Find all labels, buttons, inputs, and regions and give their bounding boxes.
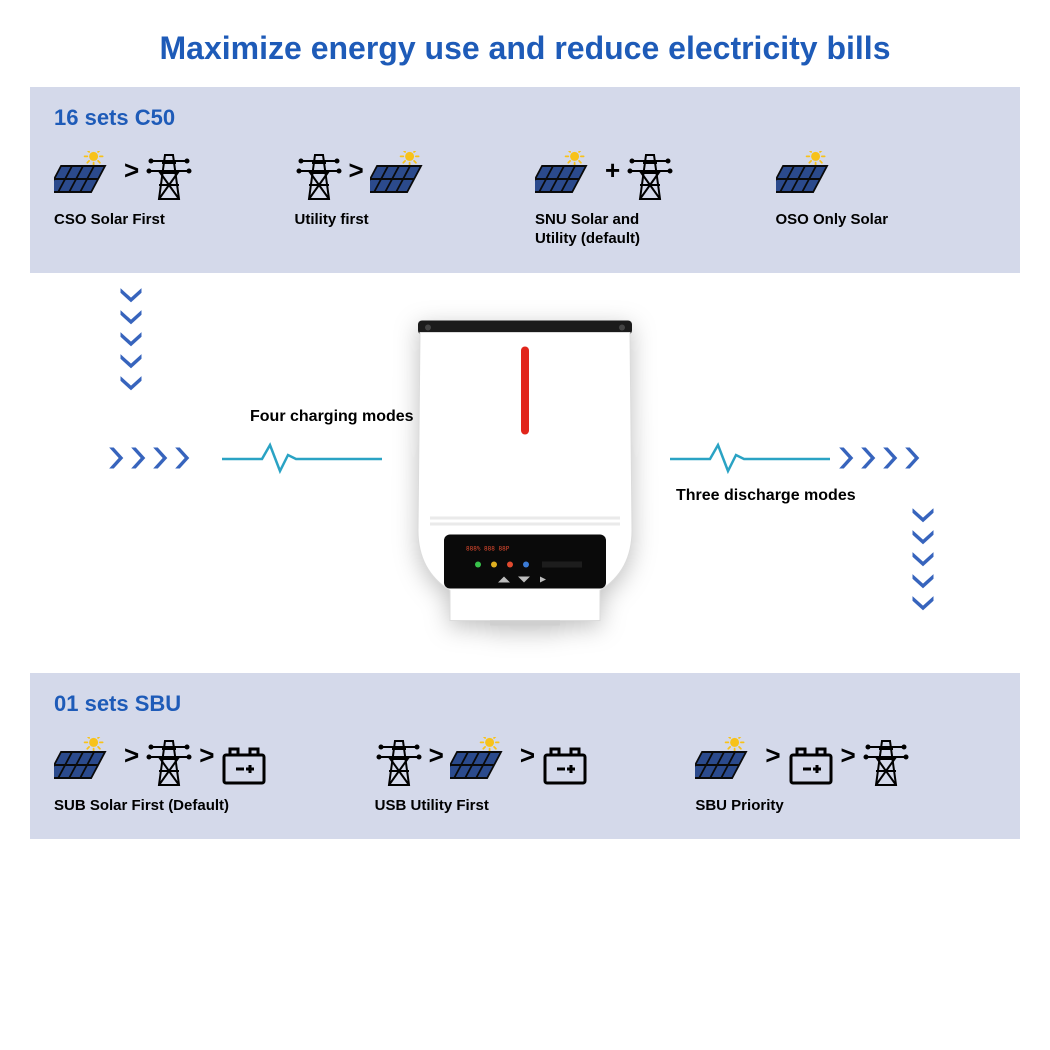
pulse-left-icon bbox=[222, 439, 382, 479]
bottom-panel: 01 sets SBU >>SUB Solar First (Default)>… bbox=[30, 673, 1020, 840]
solar-panel-icon bbox=[370, 151, 434, 203]
chevron-down-icon bbox=[910, 571, 936, 591]
mode-label: SUB Solar First (Default) bbox=[54, 797, 229, 816]
mode-item: > Utility first bbox=[295, 143, 516, 249]
chevrons-down-right bbox=[910, 505, 936, 613]
middle-flow: Four charging modes 888% 888 88P bbox=[30, 273, 1020, 673]
greater-than-operator: > bbox=[124, 155, 139, 192]
chevron-right-icon bbox=[150, 445, 170, 471]
mode-item: > > USB Utility First bbox=[375, 729, 676, 816]
utility-tower-icon bbox=[145, 737, 193, 789]
top-panel: 16 sets C50 > CSO Solar First > Utility fir… bbox=[30, 87, 1020, 273]
chevrons-right-input bbox=[106, 445, 192, 471]
chevron-down-icon bbox=[118, 285, 144, 305]
greater-than-operator: > bbox=[841, 740, 856, 777]
utility-tower-icon bbox=[375, 737, 423, 789]
solar-panel-icon bbox=[54, 737, 118, 789]
chevron-down-icon bbox=[118, 351, 144, 371]
greater-than-operator: > bbox=[429, 740, 444, 777]
solar-panel-icon bbox=[535, 151, 599, 203]
chevron-down-icon bbox=[118, 373, 144, 393]
mode-label: SNU Solar andUtility (default) bbox=[535, 211, 640, 249]
utility-tower-icon bbox=[295, 151, 343, 203]
chevron-down-icon bbox=[118, 307, 144, 327]
mode-label: USB Utility First bbox=[375, 797, 489, 816]
top-mode-row: > CSO Solar First > Utility first + SNU Solar… bbox=[54, 143, 996, 249]
mode-item: > > SUB Solar First (Default) bbox=[54, 729, 355, 816]
inverter-device: 888% 888 88P bbox=[400, 320, 650, 625]
discharge-modes-label: Three discharge modes bbox=[676, 487, 856, 505]
battery-icon bbox=[220, 741, 268, 789]
chevron-right-icon bbox=[858, 445, 878, 471]
chevron-down-icon bbox=[910, 527, 936, 547]
chevron-right-icon bbox=[106, 445, 126, 471]
chevron-right-icon bbox=[902, 445, 922, 471]
mode-item: > CSO Solar First bbox=[54, 143, 275, 249]
chevron-down-icon bbox=[910, 549, 936, 569]
mode-label: Utility first bbox=[295, 211, 369, 230]
mode-label: CSO Solar First bbox=[54, 211, 165, 230]
pulse-right-icon bbox=[670, 439, 830, 479]
greater-than-operator: > bbox=[199, 740, 214, 777]
greater-than-operator: > bbox=[349, 155, 364, 192]
chevron-right-icon bbox=[128, 445, 148, 471]
mode-label: OSO Only Solar bbox=[776, 211, 889, 230]
battery-icon bbox=[541, 741, 589, 789]
page-title: Maximize energy use and reduce electrici… bbox=[0, 0, 1050, 87]
chevron-down-icon bbox=[910, 505, 936, 525]
mode-item: OSO Only Solar bbox=[776, 143, 997, 249]
solar-panel-icon bbox=[695, 737, 759, 789]
svg-text:888% 888 88P: 888% 888 88P bbox=[466, 545, 510, 552]
battery-icon bbox=[787, 741, 835, 789]
chevrons-right-output bbox=[836, 445, 922, 471]
charging-modes-label: Four charging modes bbox=[250, 408, 414, 426]
mode-item: > > SBU Priority bbox=[695, 729, 996, 816]
chevron-right-icon bbox=[880, 445, 900, 471]
chevrons-down-left bbox=[118, 285, 144, 393]
greater-than-operator: > bbox=[124, 740, 139, 777]
chevron-right-icon bbox=[172, 445, 192, 471]
solar-panel-icon bbox=[54, 151, 118, 203]
chevron-down-icon bbox=[910, 593, 936, 613]
utility-tower-icon bbox=[145, 151, 193, 203]
plus-operator: + bbox=[605, 155, 620, 192]
utility-tower-icon bbox=[862, 737, 910, 789]
top-panel-title: 16 sets C50 bbox=[54, 105, 996, 131]
mode-item: + SNU Solar andUtility (default) bbox=[535, 143, 756, 249]
solar-panel-icon bbox=[776, 151, 840, 203]
bottom-mode-row: > > SUB Solar First (Default) > > USB Utility… bbox=[54, 729, 996, 816]
solar-panel-icon bbox=[450, 737, 514, 789]
utility-tower-icon bbox=[626, 151, 674, 203]
greater-than-operator: > bbox=[520, 740, 535, 777]
bottom-panel-title: 01 sets SBU bbox=[54, 691, 996, 717]
mode-label: SBU Priority bbox=[695, 797, 783, 816]
chevron-down-icon bbox=[118, 329, 144, 349]
greater-than-operator: > bbox=[765, 740, 780, 777]
chevron-right-icon bbox=[836, 445, 856, 471]
